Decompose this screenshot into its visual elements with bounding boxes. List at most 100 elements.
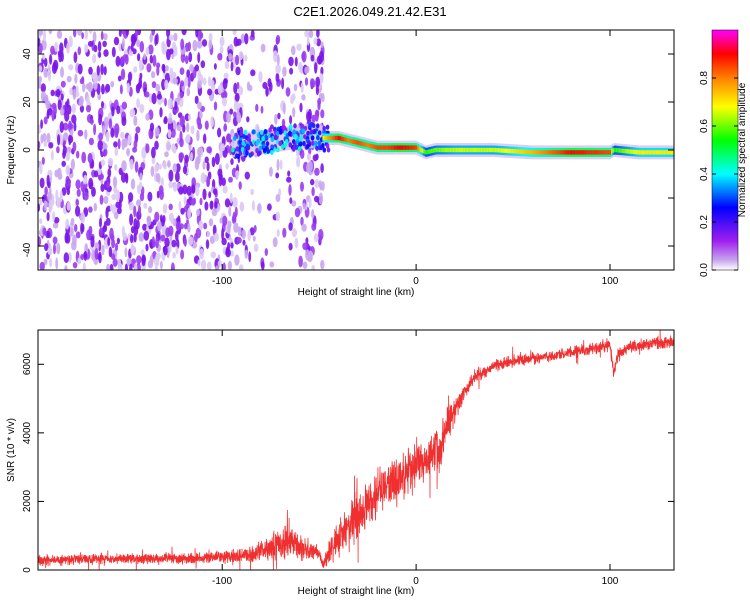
spectrogram-noise-cell: [304, 66, 309, 74]
spectrogram-noise-cell: [204, 201, 209, 211]
spectrogram-noise-cell: [60, 51, 64, 62]
spectrogram-noise-cell: [182, 165, 188, 175]
spectrogram-noise-cell: [207, 76, 212, 87]
spectrogram-noise-cell: [129, 108, 136, 118]
spectrogram-noise-cell: [150, 165, 155, 177]
spectrogram-noise-cell: [53, 243, 56, 255]
spectrogram-noise-cell: [164, 237, 170, 248]
spectrogram-ytick-label-0: 0: [22, 147, 33, 153]
spectrogram-noise-cell: [238, 264, 244, 270]
ridge-core-cell: [457, 147, 460, 153]
spectrogram-noise-cell: [114, 147, 119, 157]
snr-plot-area: [38, 330, 674, 570]
spectrogram-noise-cell: [244, 171, 250, 180]
ridge-core-cell: [558, 150, 561, 155]
spectrogram-noise-cell: [139, 103, 145, 114]
ridge-core-cell: [623, 148, 626, 154]
ridge-core-cell: [628, 149, 630, 154]
spectrogram-noise-cell: [230, 158, 234, 166]
spectrogram-noise-cell: [188, 51, 193, 63]
spectrogram-noise-cell: [311, 209, 315, 219]
spectrogram-noise-cell: [133, 233, 137, 243]
ridge-core-cell: [440, 147, 443, 153]
ridge-core-cell: [341, 136, 344, 141]
ridge-core-cell: [325, 135, 328, 141]
spectrogram-noise-cell: [230, 242, 234, 249]
spectrogram-noise-cell: [203, 222, 208, 230]
ridge-core-cell: [598, 150, 601, 155]
spectrogram-noise-cell: [320, 259, 325, 270]
spectrogram-noise-cell: [282, 227, 287, 238]
spectrogram-noise-cell: [38, 37, 41, 47]
spectrogram-noise-cell: [190, 198, 196, 206]
spectrogram-noise-cell: [314, 179, 320, 189]
spectrogram-noise-cell: [59, 121, 64, 133]
spectrogram-noise-cell: [313, 37, 318, 45]
spectrogram-noise-cell: [206, 230, 210, 238]
ridge-core-cell: [638, 150, 641, 155]
spectrogram-noise-cell: [131, 245, 136, 252]
spectrogram-noise-cell: [56, 146, 60, 154]
spectrogram-noise-cell: [136, 39, 141, 47]
ridge-core-cell: [604, 150, 607, 155]
spectrogram-noise-cell: [190, 125, 195, 135]
spectrogram-noise-cell: [77, 30, 82, 36]
spectrogram-noise-cell: [47, 191, 52, 202]
ridge-core-cell: [539, 150, 542, 155]
spectrogram-noise-cell: [187, 207, 192, 220]
ridge-core-cell: [618, 148, 621, 153]
spectrogram-noise-cell: [269, 261, 275, 268]
spectrogram-noise-cell: [222, 97, 227, 107]
spectrogram-noise-cell: [291, 45, 296, 56]
spectrogram-noise-cell: [66, 201, 71, 211]
ridge-core-cell: [503, 148, 506, 153]
ridge-core-cell: [530, 150, 533, 155]
spectrogram-noise-cell: [70, 158, 75, 171]
colorbar-tick-label-0.8: 0.8: [699, 71, 710, 85]
ridge-core-cell: [482, 147, 485, 153]
spectrogram-noise-cell: [291, 228, 297, 238]
ridge-cluster-cell: [278, 129, 283, 135]
spectrogram-noise-cell: [158, 163, 162, 170]
spectrogram-noise-cell: [200, 259, 207, 270]
spectrogram-noise-cell: [265, 86, 269, 97]
spectrogram-noise-cell: [292, 107, 296, 118]
ridge-core-cell: [417, 146, 420, 151]
spectrogram-noise-cell: [238, 181, 242, 190]
ridge-core-cell: [542, 150, 545, 155]
spectrogram-noise-cell: [174, 101, 178, 111]
ridge-core-cell: [490, 147, 492, 153]
spectrogram-ytick-label-40: 40: [22, 48, 33, 60]
ridge-cluster-cell: [298, 141, 303, 147]
spectrogram-noise-cell: [237, 226, 242, 236]
spectrogram-noise-cell: [275, 194, 281, 203]
spectrogram-noise-cell: [115, 189, 120, 202]
ridge-core-cell: [624, 148, 627, 154]
spectrogram-noise-cell: [170, 262, 175, 270]
spectrogram-noise-cell: [57, 172, 63, 180]
ridge-core-cell: [361, 141, 364, 146]
spectrogram-noise-cell: [98, 227, 104, 237]
spectrogram-noise-cell: [306, 153, 311, 161]
snr-xtick-label-0: 0: [413, 576, 419, 587]
ridge-core-cell: [573, 150, 576, 155]
spectrogram-noise-cell: [236, 81, 240, 89]
ridge-core-cell: [392, 145, 395, 150]
ridge-core-cell: [364, 142, 367, 147]
ridge-cluster-cell: [273, 134, 278, 141]
spectrogram-noise-cell: [44, 186, 48, 196]
spectrogram-noise-cell: [197, 52, 201, 64]
spectrogram-noise-cell: [103, 116, 109, 127]
ridge-core-cell: [334, 135, 337, 141]
spectrogram-noise-cell: [238, 85, 244, 96]
spectrogram-noise-cell: [112, 258, 118, 267]
ridge-cluster-cell: [259, 129, 264, 135]
spectrogram-noise-cell: [93, 170, 99, 178]
ridge-core-cell: [590, 150, 593, 155]
ridge-core-cell: [426, 149, 429, 155]
ridge-core-cell: [400, 145, 402, 150]
spectrogram-noise-cell: [40, 119, 43, 129]
spectrogram-noise-cell: [311, 222, 317, 231]
spectrogram-noise-cell: [192, 39, 198, 52]
spectrogram-noise-cell: [315, 76, 321, 88]
